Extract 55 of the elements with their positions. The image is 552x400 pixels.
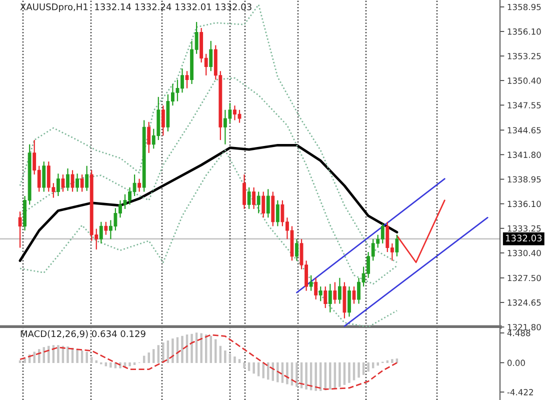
y-tick-label: 4.488 <box>507 330 530 336</box>
candlestick <box>333 282 337 304</box>
candlestick <box>56 173 60 197</box>
candlestick <box>138 178 142 192</box>
candlestick <box>61 174 65 192</box>
candlestick <box>266 188 270 218</box>
candlestick <box>76 173 79 192</box>
y-tick-label: 1327.50 <box>508 274 541 282</box>
candlestick <box>70 170 74 192</box>
candlestick <box>328 283 332 313</box>
y-tick-label: 1324.65 <box>508 299 541 306</box>
candlestick <box>338 277 342 304</box>
candlestick <box>104 221 108 236</box>
y-tick-label: 1330.40 <box>508 250 541 256</box>
chart-title: MACD(12,26,9) 0.634 0.129 <box>20 330 146 338</box>
candlestick <box>85 165 89 192</box>
candlestick <box>309 274 313 292</box>
candlestick <box>209 40 213 72</box>
candlestick <box>80 174 84 192</box>
line-series <box>19 4 398 264</box>
candlestick <box>352 286 356 304</box>
line-series <box>18 144 398 262</box>
y-tick-label: 1356.10 <box>508 28 541 35</box>
candlestick <box>18 210 22 248</box>
y-tick-label: 1333.25 <box>508 225 541 232</box>
candlestick <box>99 221 103 244</box>
ref-line-label: 1332.03 <box>506 234 542 242</box>
candlestick <box>395 234 399 257</box>
y-tick-label: 0.00 <box>507 360 525 366</box>
y-tick-label: 1341.80 <box>508 152 541 158</box>
candlestick <box>66 168 70 192</box>
y-tick-label: -4.422 <box>507 389 533 396</box>
y-tick-label: 1321.80 <box>508 324 541 330</box>
y-tick-label: 1353.25 <box>508 52 541 60</box>
y-tick-label: 1358.95 <box>508 4 541 10</box>
y-tick-label: 1347.55 <box>508 102 541 108</box>
candlestick <box>262 191 266 218</box>
y-tick-label: 1344.65 <box>508 127 541 134</box>
candlestick <box>247 186 251 210</box>
candlestick <box>324 286 328 309</box>
candlestick <box>318 286 322 302</box>
chart-title: XAUUSDpro,H1 1332.14 1332.24 1332.01 1332.03 <box>20 3 252 12</box>
y-tick-label: 1336.10 <box>508 200 541 208</box>
candlestick <box>348 286 351 318</box>
line-series <box>19 150 398 327</box>
candlestick <box>276 200 280 227</box>
candlestick <box>314 277 318 300</box>
line-series <box>19 77 398 285</box>
y-tick-label: 1338.95 <box>508 176 541 183</box>
candlestick <box>147 121 151 154</box>
candlestick <box>252 186 256 210</box>
candlestick <box>185 70 189 89</box>
candlestick <box>256 191 260 214</box>
y-tick-label: 1350.40 <box>508 78 541 84</box>
candlestick <box>42 161 46 192</box>
